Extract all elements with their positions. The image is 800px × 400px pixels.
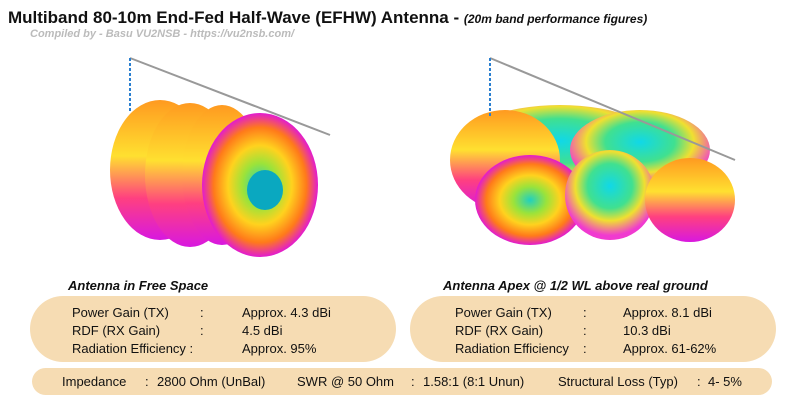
footer-colon: : bbox=[697, 374, 701, 389]
panel-box bbox=[410, 296, 776, 362]
footer-value: 1.58:1 (8:1 Unun) bbox=[423, 374, 525, 389]
footer-value: 2800 Ohm (UnBal) bbox=[157, 374, 266, 389]
row-value: 4.5 dBi bbox=[242, 323, 283, 338]
row-colon: : bbox=[200, 323, 204, 338]
row-label: Power Gain (TX) bbox=[72, 305, 169, 320]
row-value: Approx. 4.3 dBi bbox=[242, 305, 331, 320]
free-space-pattern bbox=[110, 57, 331, 257]
footer-colon: : bbox=[411, 374, 415, 389]
title: Multiband 80-10m End-Fed Half-Wave (EFHW… bbox=[8, 8, 647, 28]
row-label: Power Gain (TX) bbox=[455, 305, 552, 320]
row-colon: : bbox=[583, 305, 587, 320]
row-label: Radiation Efficiency bbox=[455, 341, 569, 356]
panel-box bbox=[30, 296, 396, 362]
footer-label: SWR @ 50 Ohm bbox=[297, 374, 394, 389]
row-colon: : bbox=[583, 323, 587, 338]
row-label: Radiation Efficiency : bbox=[72, 341, 194, 356]
credit: Compiled by - Basu VU2NSB - https://vu2n… bbox=[30, 28, 295, 40]
footer-label: Structural Loss (Typ) bbox=[558, 374, 678, 389]
row-label: RDF (RX Gain) bbox=[455, 323, 544, 338]
panel-caption: Antenna in Free Space bbox=[68, 278, 209, 293]
footer-box bbox=[32, 368, 772, 395]
row-value: 10.3 dBi bbox=[623, 323, 671, 338]
row-label: RDF (RX Gain) bbox=[72, 323, 161, 338]
title-main: Multiband 80-10m End-Fed Half-Wave (EFHW… bbox=[8, 8, 460, 27]
footer-colon: : bbox=[145, 374, 149, 389]
row-colon: : bbox=[200, 305, 204, 320]
subtitle: (20m band performance figures) bbox=[463, 12, 648, 26]
row-value: Approx. 8.1 dBi bbox=[623, 305, 712, 320]
ground-pattern bbox=[450, 57, 736, 245]
footer-value: 4- 5% bbox=[708, 374, 742, 389]
panel-caption: Antenna Apex @ 1/2 WL above real ground bbox=[443, 278, 708, 293]
row-colon: : bbox=[583, 341, 587, 356]
row-value: Approx. 95% bbox=[242, 341, 317, 356]
row-value: Approx. 61-62% bbox=[623, 341, 717, 356]
footer-label: Impedance bbox=[62, 374, 127, 389]
